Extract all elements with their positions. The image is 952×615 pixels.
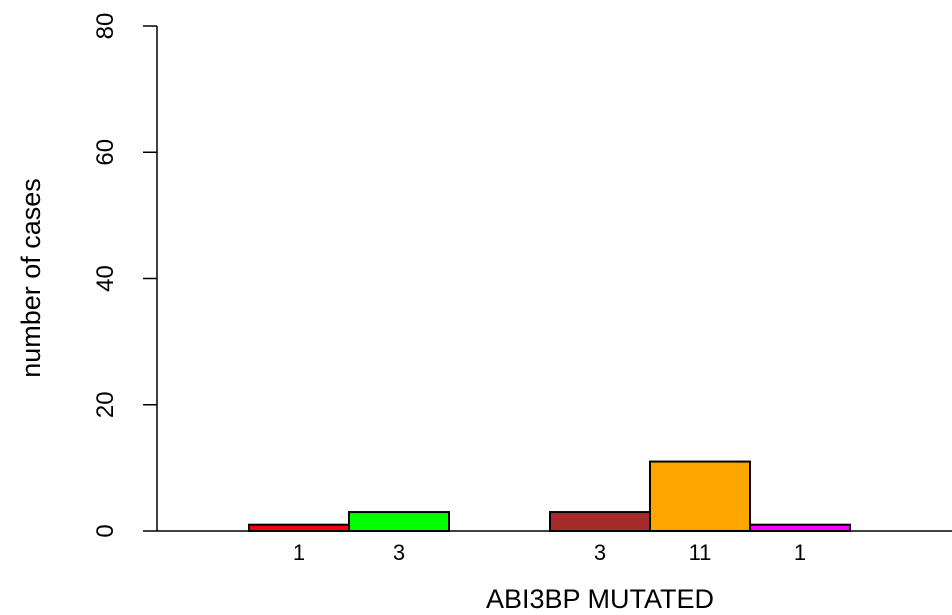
y-axis-title: number of cases [16, 178, 46, 378]
y-tick-label: 20 [92, 391, 119, 418]
y-tick-label: 60 [92, 139, 119, 166]
bar-count-label: 3 [594, 540, 606, 565]
y-tick-label: 80 [92, 13, 119, 40]
bar [749, 523, 851, 532]
bars [248, 460, 851, 532]
bar-labels: 1 3 3 11 1 [293, 540, 806, 565]
bar-count-label: 1 [293, 540, 305, 565]
bar [549, 511, 651, 532]
y-tick-label: 40 [92, 265, 119, 292]
bar-count-label: 1 [794, 540, 806, 565]
x-axis-title: ABI3BP MUTATED [486, 584, 714, 614]
y-axis: 0 20 40 60 80 [92, 13, 158, 538]
y-tick-label: 0 [92, 524, 119, 537]
bar [649, 460, 751, 532]
bar [348, 511, 450, 532]
bar-count-label: 11 [689, 540, 712, 565]
bar-count-label: 3 [393, 540, 405, 565]
bar [248, 523, 350, 532]
